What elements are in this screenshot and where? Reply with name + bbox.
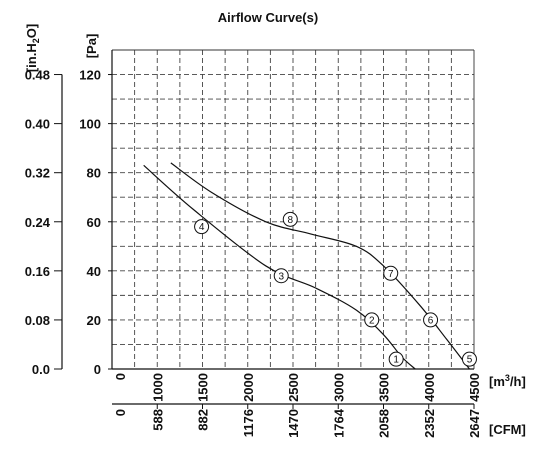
x-tick-label-cfm: 1470 (286, 409, 301, 438)
x-unit-cfm: [CFM] (489, 422, 526, 437)
y-tick-label-pa: 80 (87, 166, 101, 181)
y-tick-label-pa: 40 (87, 264, 101, 279)
y-tick-label-pa: 60 (87, 215, 101, 230)
x-tick-label-cfm: 1764 (331, 408, 346, 438)
y-tick-label-inh2o: 0.40 (25, 117, 50, 132)
x-tick-label-cfm: 1176 (241, 409, 256, 437)
x-tick-label-cfm: 2647 (467, 409, 482, 438)
series-curve-2 (170, 162, 470, 370)
x-tick-label-m3h: 2500 (286, 373, 301, 402)
curve-marker-circle (461, 351, 477, 367)
curve-markers: 4 3 2 1 8 7 6 5 (194, 211, 477, 367)
x-tick-label-m3h: 3500 (377, 373, 392, 402)
x-unit-m3h: [m3/h] (489, 373, 526, 389)
x-tick-label-m3h: 4500 (467, 373, 482, 402)
x-tick-label-m3h: 1000 (150, 373, 165, 402)
curve-marker-circle (423, 312, 439, 328)
axes (61, 49, 475, 405)
curve-marker-circle (364, 312, 380, 328)
y-unit-inh2o: [in.H2O] (24, 24, 41, 72)
curve-marker-label: 5 (467, 355, 473, 366)
x-tick-label-cfm: 2058 (377, 409, 392, 438)
curve-marker-label: 2 (369, 315, 375, 326)
x-tick-label-m3h: 3000 (331, 373, 346, 402)
curve-marker-label: 4 (199, 222, 205, 233)
x-tick-label-cfm: 2352 (422, 409, 437, 438)
y-tick-label-inh2o: 0.48 (25, 68, 50, 83)
x-tick-label-m3h: 2000 (241, 373, 256, 402)
y-tick-label-inh2o: 0.16 (25, 264, 50, 279)
tick-labels: 0204060801001200.00.080.160.240.320.400.… (25, 68, 482, 438)
curve-marker-label: 6 (428, 315, 434, 326)
x-tick-label-cfm: 588 (150, 409, 165, 431)
x-tick-label-m3h: 1500 (196, 373, 211, 402)
x-tick-label-cfm: 0 (113, 409, 128, 416)
y-tick-label-pa: 100 (79, 117, 101, 132)
series-curve-1 (143, 164, 416, 370)
x-tick-label-m3h: 4000 (422, 373, 437, 402)
x-tick-label-m3h: 0 (113, 373, 128, 380)
y-tick-label-inh2o: 0.32 (25, 166, 50, 181)
y-tick-label-pa: 20 (87, 313, 101, 328)
curve-marker-circle (282, 211, 298, 227)
chart-title: Airflow Curve(s) (218, 10, 318, 25)
y-unit-pa: [Pa] (84, 34, 99, 59)
curve-marker-circle (383, 265, 399, 281)
y-tick-label-inh2o: 0.24 (25, 215, 51, 230)
curve-marker-circle (388, 351, 404, 367)
y-tick-label-inh2o: 0.08 (25, 313, 50, 328)
grid (112, 49, 474, 369)
curve-marker-label: 7 (388, 269, 394, 280)
curve-marker-label: 8 (288, 215, 294, 226)
x-tick-label-cfm: 882 (196, 409, 211, 431)
y-tick-label-pa: 120 (79, 68, 101, 83)
y-tick-label-inh2o: 0.0 (32, 362, 50, 377)
curve-marker-label: 3 (278, 271, 284, 282)
y-tick-label-pa: 0 (94, 362, 101, 377)
curve-marker-circle (194, 219, 210, 235)
curve-marker-circle (273, 268, 289, 284)
curve-marker-label: 1 (393, 355, 399, 366)
series-lines (143, 162, 470, 370)
